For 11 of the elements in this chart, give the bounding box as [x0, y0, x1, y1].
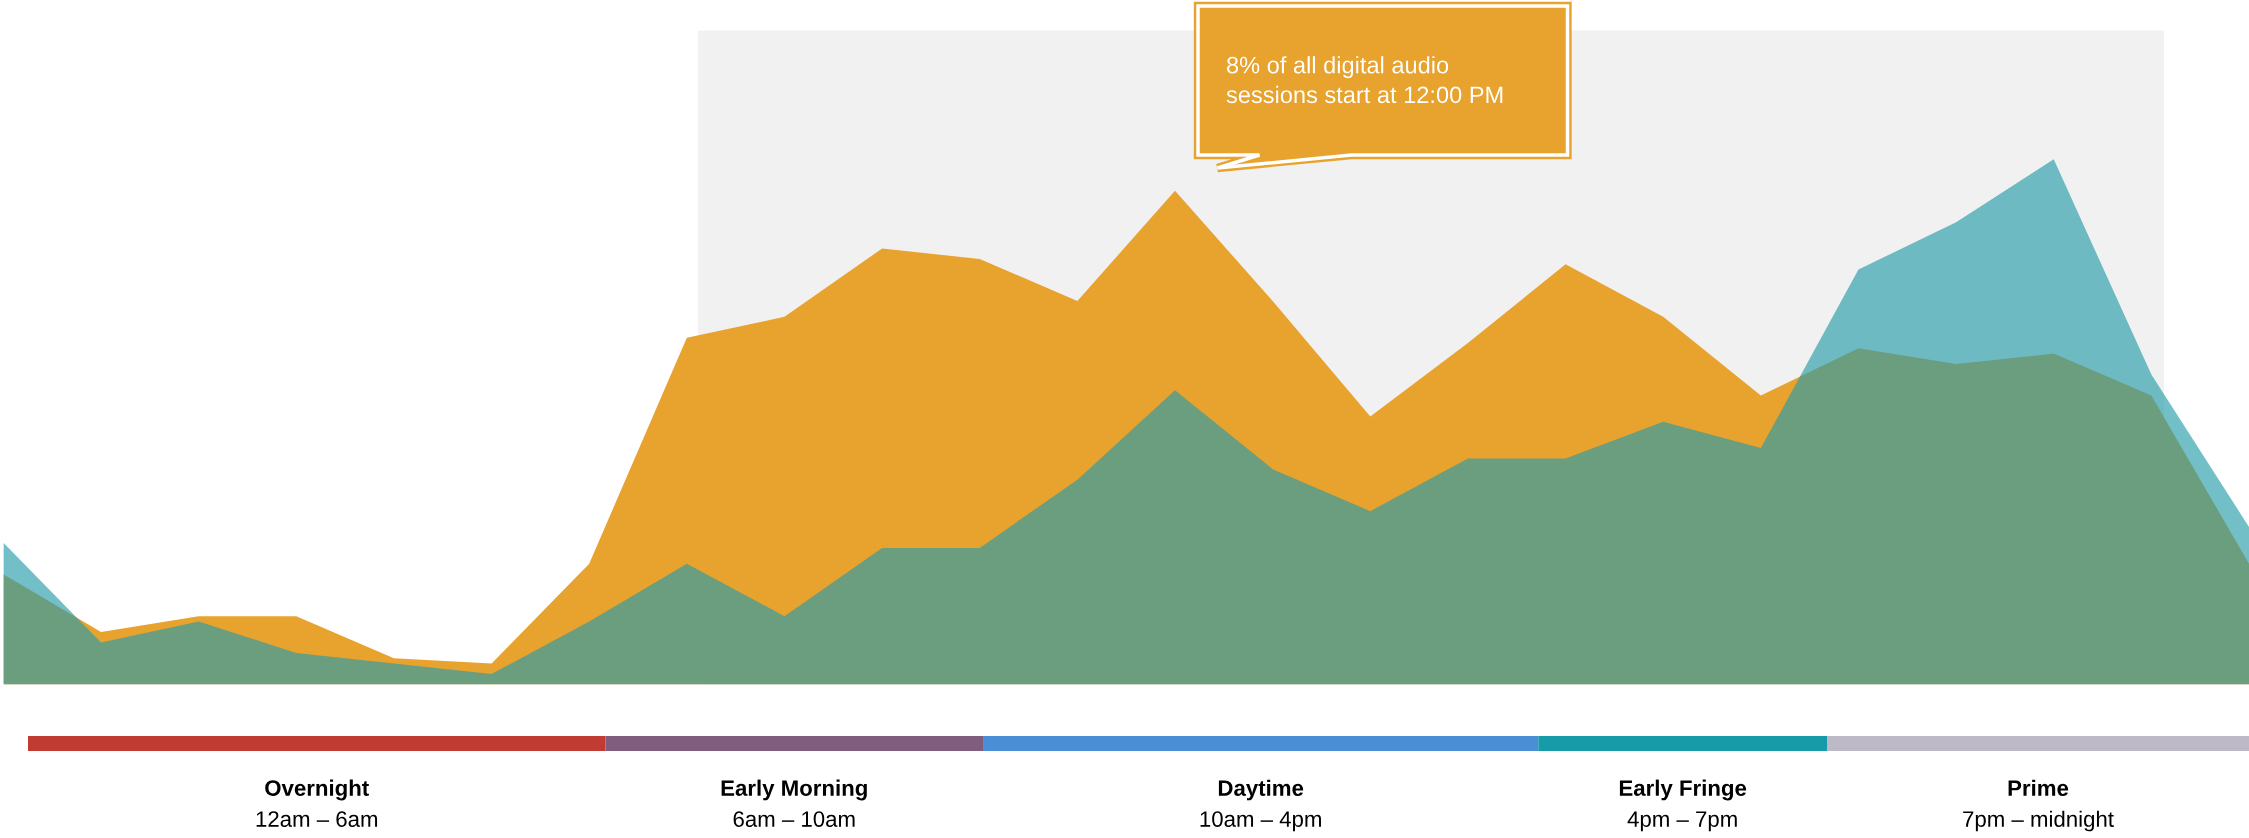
- bar: [605, 736, 984, 751]
- bar: [1827, 736, 2249, 751]
- series-label: Early Morning 6am – 10am: [721, 779, 867, 827]
- bar: [1538, 736, 1828, 751]
- bar: [28, 736, 606, 751]
- series-label: Daytime 10am – 4pm: [1200, 779, 1321, 832]
- text: 8% of all digital audio sessions start at 12:00 PM: [1226, 56, 1503, 104]
- series-label: Prime 7pm – midnight: [1963, 779, 2114, 832]
- series-label: Early Fringe 4pm – 7pm: [1619, 779, 1747, 832]
- bar: [983, 736, 1539, 751]
- series-label: Overnight 12am – 6am: [256, 779, 378, 827]
